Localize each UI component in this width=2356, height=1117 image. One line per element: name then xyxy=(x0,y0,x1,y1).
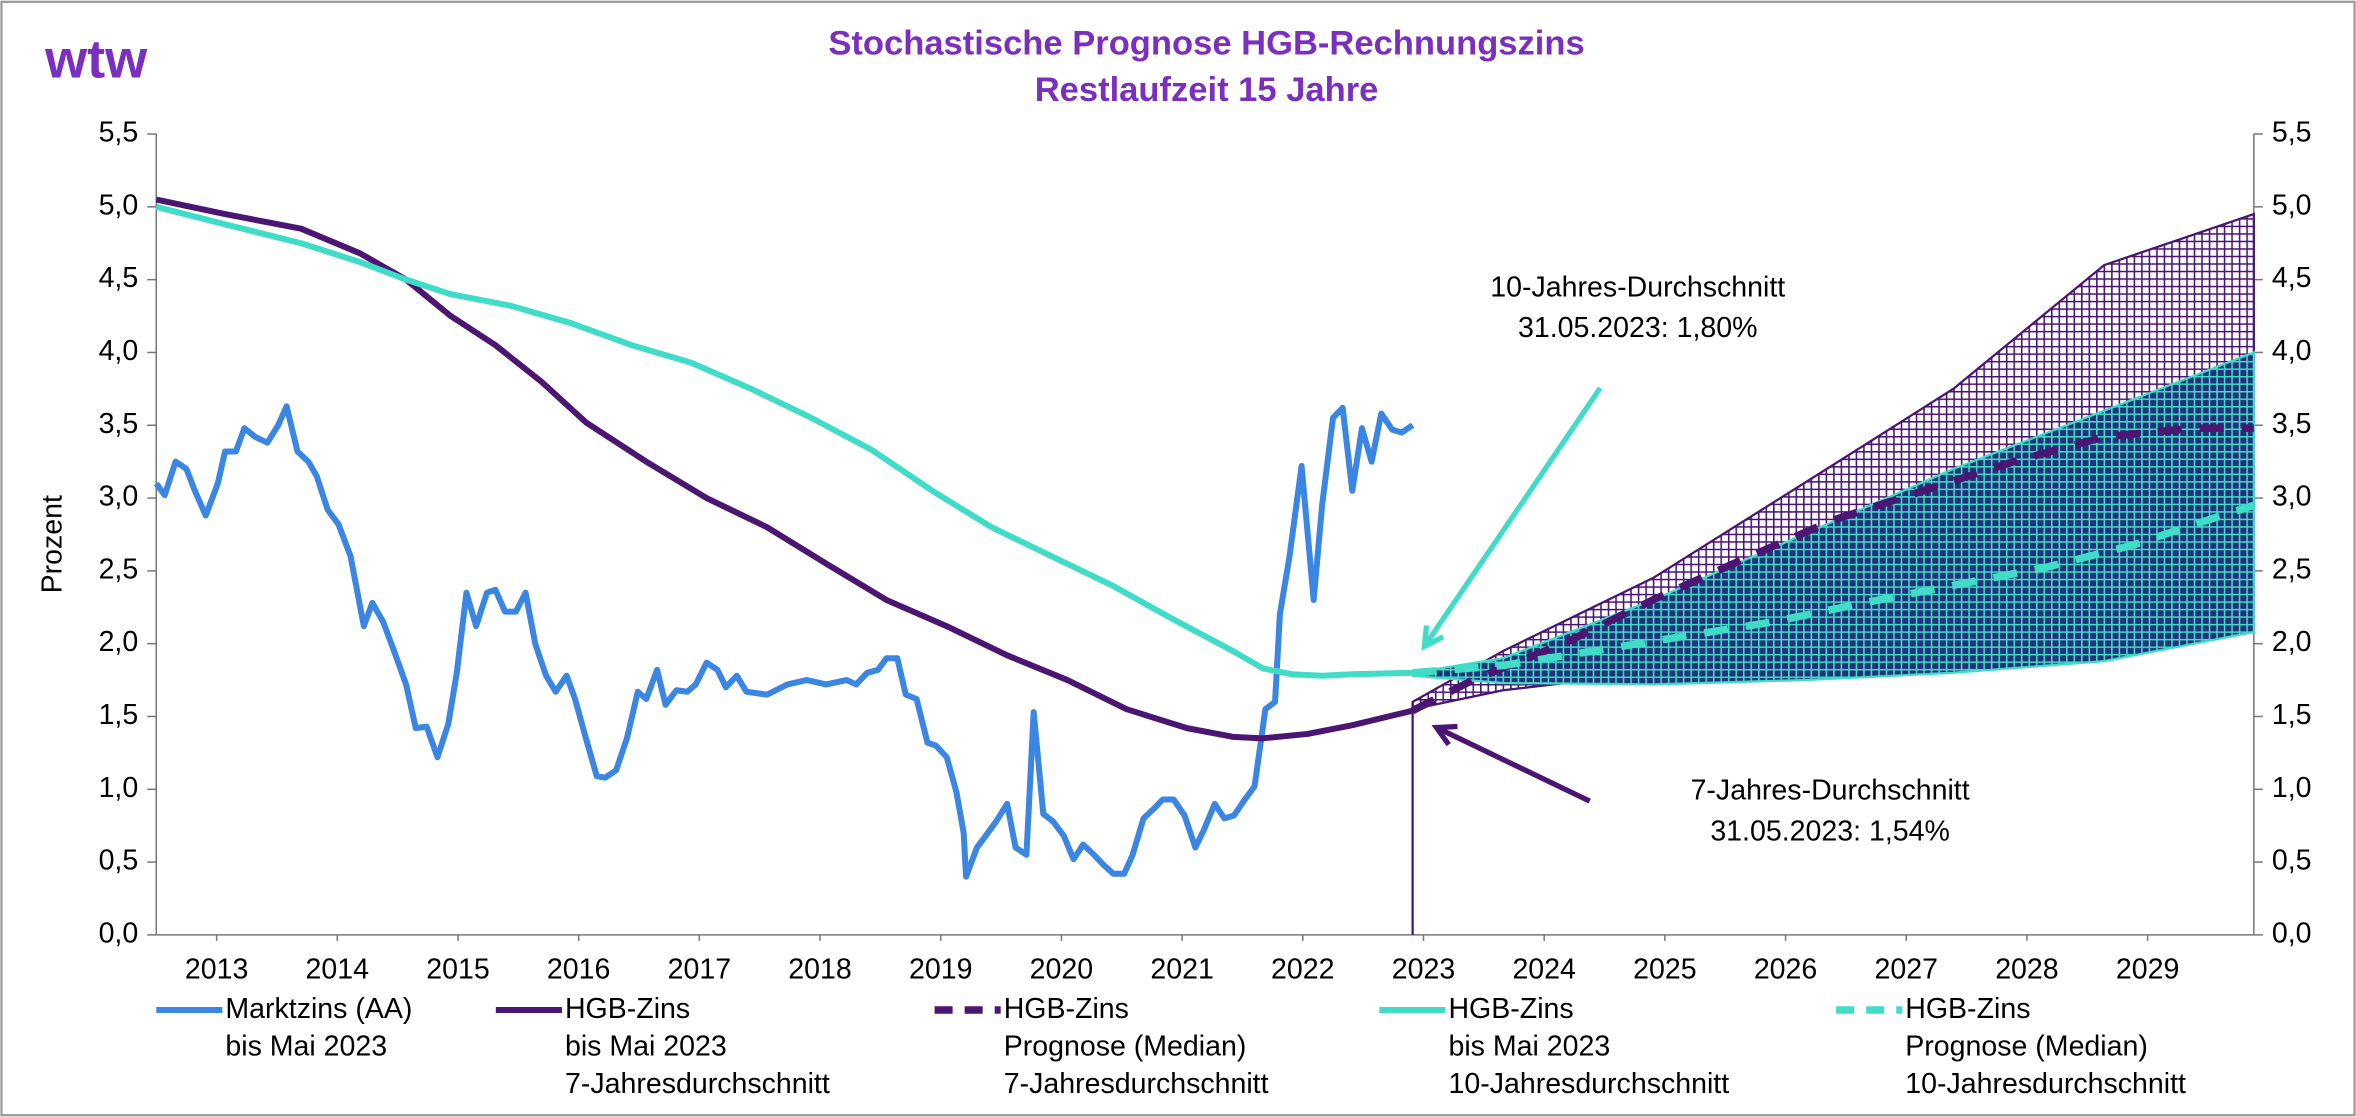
y-tick-label: 2,0 xyxy=(99,626,139,658)
x-tick-label: 2015 xyxy=(426,953,489,985)
y-tick-label: 0,0 xyxy=(99,917,139,949)
annotation-text: 31.05.2023: 1,80% xyxy=(1518,312,1758,344)
legend-label: HGB-Zins bis Mai 2023 7-Jahresdurchschnitt xyxy=(565,993,830,1100)
y2-tick-label: 4,0 xyxy=(2272,335,2312,367)
logo: wtw xyxy=(44,30,148,90)
y-tick-label: 4,0 xyxy=(99,335,139,367)
x-tick-label: 2026 xyxy=(1754,953,1817,985)
y2-tick-label: 0,0 xyxy=(2272,917,2312,949)
x-tick-label: 2028 xyxy=(1995,953,2058,985)
y-tick-label: 2,5 xyxy=(99,553,139,585)
y2-tick-label: 1,5 xyxy=(2272,699,2312,731)
x-tick-label: 2014 xyxy=(306,953,370,985)
legend-label: Marktzins (AA) bis Mai 2023 xyxy=(225,993,412,1063)
x-tick-label: 2027 xyxy=(1875,953,1938,985)
y-tick-label: 0,5 xyxy=(99,845,139,877)
x-tick-label: 2025 xyxy=(1633,953,1696,985)
y-tick-label: 1,0 xyxy=(99,772,139,804)
legend-label: HGB-Zins bis Mai 2023 10-Jahresdurchschnit… xyxy=(1448,993,1729,1100)
x-tick-label: 2021 xyxy=(1150,953,1213,985)
x-tick-label: 2020 xyxy=(1030,953,1093,985)
x-tick-label: 2022 xyxy=(1271,953,1334,985)
chart-title: Stochastische Prognose HGB-Rechnungszins xyxy=(828,25,1584,63)
legend-label: HGB-Zins Prognose (Median) 10-Jahresdurchs… xyxy=(1905,993,2186,1100)
x-tick-label: 2024 xyxy=(1512,953,1576,985)
annotation-text: 10-Jahres-Durchschnitt xyxy=(1490,271,1785,303)
legend-label: HGB-Zins Prognose (Median) 7-Jahresdurchsc… xyxy=(1004,993,1269,1100)
y-tick-label: 5,0 xyxy=(99,189,139,221)
y-tick-label: 4,5 xyxy=(99,262,139,294)
y-tick-label: 5,5 xyxy=(99,117,139,149)
annotation-text: 31.05.2023: 1,54% xyxy=(1710,815,1950,847)
y2-tick-label: 5,5 xyxy=(2272,117,2312,149)
y2-tick-label: 3,5 xyxy=(2272,408,2312,440)
x-tick-label: 2019 xyxy=(909,953,972,985)
annotation-text: 7-Jahres-Durchschnitt xyxy=(1691,775,1970,807)
annotation-arrow xyxy=(1422,386,1603,648)
series-line xyxy=(153,403,1415,880)
y-tick-label: 1,5 xyxy=(99,699,139,731)
x-tick-label: 2029 xyxy=(2116,953,2179,985)
x-tick-label: 2016 xyxy=(547,953,610,985)
y2-tick-label: 1,0 xyxy=(2272,772,2312,804)
y2-tick-label: 4,5 xyxy=(2272,262,2312,294)
x-tick-label: 2023 xyxy=(1392,953,1455,985)
y-tick-label: 3,0 xyxy=(99,481,139,513)
forecast-band xyxy=(1411,350,2255,686)
y2-tick-label: 3,0 xyxy=(2272,481,2312,513)
y2-tick-label: 2,0 xyxy=(2272,626,2312,658)
annotation-arrowhead xyxy=(1431,723,1458,747)
x-tick-label: 2013 xyxy=(185,953,248,985)
y2-tick-label: 5,0 xyxy=(2272,189,2312,221)
y-axis-label: Prozent xyxy=(37,495,69,593)
chart-subtitle: Restlaufzeit 15 Jahre xyxy=(1035,71,1379,109)
y-tick-label: 3,5 xyxy=(99,408,139,440)
y2-tick-label: 2,5 xyxy=(2272,553,2312,585)
annotation-arrowhead xyxy=(1421,625,1445,651)
x-tick-label: 2018 xyxy=(788,953,851,985)
median-line xyxy=(1410,424,2254,714)
y2-tick-label: 0,5 xyxy=(2272,845,2312,877)
series-line xyxy=(155,203,1413,679)
x-tick-label: 2017 xyxy=(668,953,731,985)
annotation-arrow xyxy=(1435,725,1591,804)
